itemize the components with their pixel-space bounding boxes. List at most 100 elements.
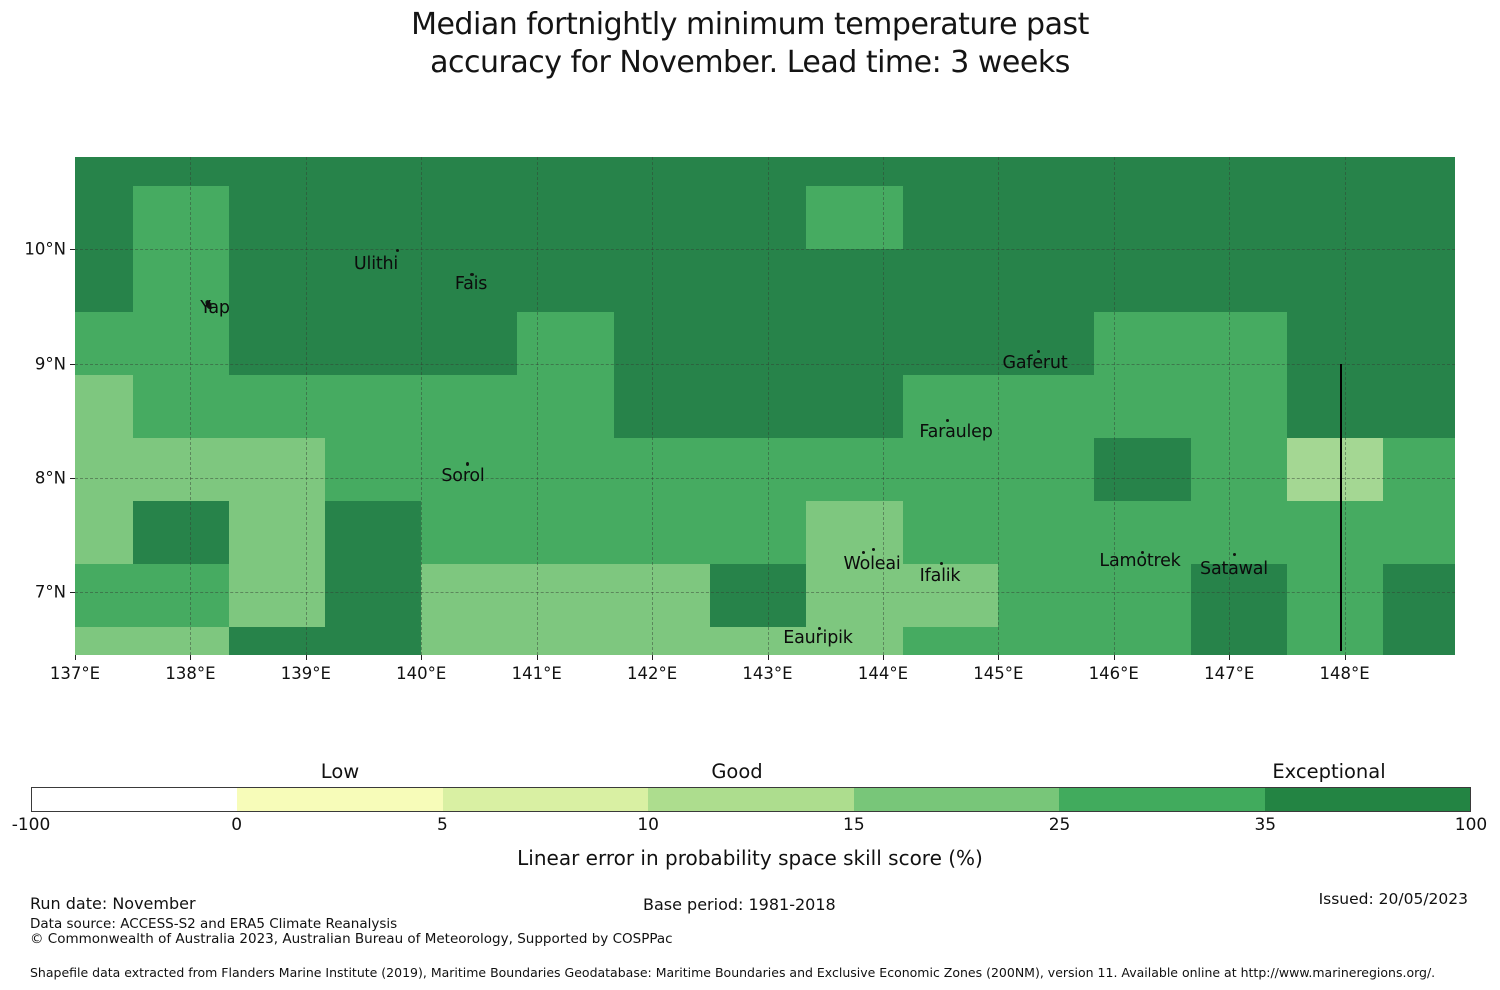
heatmap-cell (325, 375, 422, 439)
heatmap-cell (709, 249, 807, 313)
heatmap-cell (421, 375, 518, 439)
island-marker (818, 627, 821, 630)
heatmap-cell (709, 563, 807, 628)
heatmap-cell (1286, 312, 1384, 376)
page-title: Median fortnightly minimum temperature p… (0, 6, 1500, 82)
x-axis-tickmark (190, 655, 192, 660)
colorbar-tick-label: 15 (843, 815, 865, 835)
heatmap-cell (517, 626, 615, 655)
heatmap-cell (1094, 186, 1192, 250)
heatmap-cell (228, 186, 327, 250)
base-period-text: Base period: 1981-2018 (643, 895, 836, 914)
heatmap-cell (902, 563, 1000, 628)
x-axis-tick-label: 148°E (1319, 664, 1370, 683)
heatmap-cell (132, 375, 230, 439)
heatmap-cell (1094, 249, 1192, 313)
heatmap-cell (614, 186, 711, 250)
heatmap-cell (614, 375, 711, 439)
island-label-sorol: Sorol (441, 466, 485, 486)
heatmap-cell (998, 186, 1095, 250)
heatmap-cell (75, 375, 134, 439)
heatmap-cell (132, 626, 230, 655)
heatmap-cell (421, 500, 518, 565)
issued-date-text: Issued: 20/05/2023 (1318, 890, 1468, 908)
heatmap-cell (132, 437, 230, 502)
heatmap-cell (614, 249, 711, 313)
island-marker (946, 419, 949, 422)
y-axis-tickmark (70, 478, 75, 480)
heatmap-cell (902, 312, 1000, 376)
heatmap-cell (325, 312, 422, 376)
heatmap-cell (1191, 249, 1288, 313)
title-line-1: Median fortnightly minimum temperature p… (411, 7, 1089, 42)
island-label-gaferut: Gaferut (1002, 353, 1068, 373)
copyright-text: © Commonwealth of Australia 2023, Austra… (30, 931, 673, 947)
x-axis-tickmark (421, 655, 423, 660)
heatmap-cell (1191, 375, 1288, 439)
heatmap-cell (1191, 563, 1288, 628)
island-label-ifalik: Ifalik (919, 566, 961, 586)
heatmap-cell (517, 186, 615, 250)
heatmap-cell (517, 157, 615, 188)
island-marker (1233, 553, 1236, 556)
heatmap-cell (1094, 437, 1192, 502)
longitude-gridline (1344, 157, 1346, 655)
heatmap-cell (1094, 563, 1192, 628)
colorbar-segment (853, 788, 1060, 811)
x-axis-tick-label: 138°E (165, 664, 216, 683)
heatmap-cell (902, 437, 1000, 502)
heatmap-cell (228, 249, 327, 313)
longitude-gridline (1113, 157, 1115, 655)
heatmap-cell (228, 563, 327, 628)
heatmap-cell (132, 500, 230, 565)
island-label-yap: Yap (200, 298, 230, 318)
heatmap-cell (75, 157, 134, 188)
x-axis-tickmark (1113, 655, 1115, 660)
heatmap-cell (1286, 157, 1384, 188)
heatmap-cell (805, 626, 904, 655)
heatmap-cell (1286, 563, 1384, 628)
heatmap-cell (132, 563, 230, 628)
y-axis-tick-label: 8°N (34, 468, 66, 488)
heatmap-cell (805, 437, 904, 502)
heatmap-cell (1094, 312, 1192, 376)
latitude-gridline (75, 249, 1455, 251)
island-label-faraulep: Faraulep (919, 422, 993, 442)
heatmap-cell (1191, 437, 1288, 502)
heatmap-cell (1191, 626, 1288, 655)
heatmap-cell (517, 312, 615, 376)
longitude-gridline (421, 157, 423, 655)
x-axis-tickmark (1229, 655, 1231, 660)
colorbar-segment (1264, 788, 1470, 811)
heatmap-cell (998, 563, 1095, 628)
heatmap-cell (1286, 186, 1384, 250)
heatmap-cell (228, 626, 327, 655)
x-axis-tick-label: 140°E (396, 664, 447, 683)
heatmap-cell (1382, 563, 1455, 628)
heatmap-cell (709, 186, 807, 250)
heatmap-cell (325, 249, 422, 313)
heatmap-cell (709, 157, 807, 188)
heatmap-cell (902, 375, 1000, 439)
heatmap-cell (805, 312, 904, 376)
heatmap-cell (805, 500, 904, 565)
longitude-gridline (767, 157, 769, 655)
data-source-text: Data source: ACCESS-S2 and ERA5 Climate … (30, 916, 398, 932)
heatmap-cell (998, 500, 1095, 565)
heatmap-cell (228, 312, 327, 376)
heatmap-cell (709, 500, 807, 565)
heatmap-cell (421, 626, 518, 655)
heatmap-cell (228, 437, 327, 502)
x-axis-tickmark (652, 655, 654, 660)
heatmap-cell (517, 563, 615, 628)
heatmap-cell (132, 312, 230, 376)
colorbar-segment (1059, 788, 1265, 811)
island-marker (872, 548, 875, 551)
heatmap-cell (805, 375, 904, 439)
heatmap-cell (517, 437, 615, 502)
heatmap-cell (1286, 249, 1384, 313)
run-date-text: Run date: November (30, 894, 196, 913)
longitude-gridline (882, 157, 884, 655)
longitude-gridline (1229, 157, 1231, 655)
heatmap-cell (1094, 157, 1192, 188)
